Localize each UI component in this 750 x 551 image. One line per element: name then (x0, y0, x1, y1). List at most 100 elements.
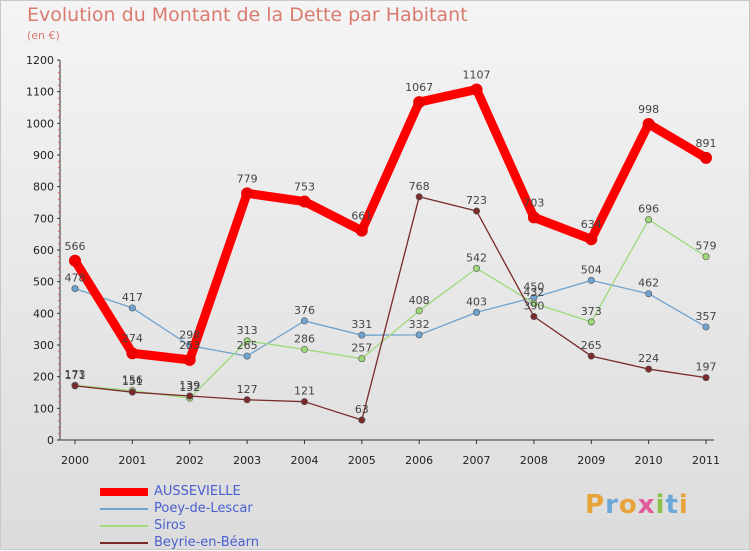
y-tick-label: 400 (33, 307, 54, 320)
data-label: 121 (294, 385, 315, 398)
data-label: 432 (523, 286, 544, 299)
data-label: 132 (179, 381, 200, 394)
data-point (530, 312, 538, 320)
series-line-2 (74, 218, 707, 399)
data-point (415, 331, 423, 339)
data-label: 696 (638, 203, 659, 216)
data-label: 265 (581, 339, 602, 352)
legend-item: Siros (100, 517, 259, 534)
data-point (530, 299, 538, 307)
data-label: 403 (466, 295, 487, 308)
data-point (358, 355, 366, 363)
data-label: 332 (409, 318, 430, 331)
data-label: 313 (237, 324, 258, 337)
legend-item: Beyrie-en-Béarn (100, 534, 259, 551)
series-layer (69, 83, 712, 424)
legend-swatch (100, 541, 148, 544)
legend-swatch (100, 487, 148, 496)
data-label: 478 (65, 272, 86, 285)
data-point (300, 345, 308, 353)
data-label: 156 (122, 374, 143, 387)
data-point (702, 253, 710, 261)
data-label: 417 (122, 291, 143, 304)
data-label: 253 (179, 339, 200, 352)
data-label: 408 (409, 294, 430, 307)
data-point (126, 347, 139, 360)
data-point (71, 382, 79, 390)
x-tick-label: 2005 (348, 454, 376, 467)
proxiti-logo: Proxiti (585, 490, 689, 520)
chart-title: Evolution du Montant de la Dette par Hab… (27, 4, 468, 26)
y-tick-label: 800 (33, 181, 54, 194)
data-point (470, 83, 483, 96)
data-point (186, 392, 194, 400)
chart-subtitle: (en €) (27, 29, 60, 42)
axes: 0 100 200 300 400 500 600 700 800 900 1000 1100 1200… (26, 54, 720, 467)
data-label: 151 (122, 375, 143, 388)
data-label: 373 (581, 305, 602, 318)
x-tick-label: 2010 (635, 454, 663, 467)
data-label: 286 (294, 332, 315, 345)
y-tick-label: 300 (33, 339, 54, 352)
legend-label: Siros (154, 518, 186, 533)
data-point (241, 187, 254, 200)
x-tick-label: 2003 (233, 454, 261, 467)
legend-swatch (100, 507, 148, 510)
data-label: 891 (696, 137, 717, 150)
data-label: 450 (523, 281, 544, 294)
data-point (645, 365, 653, 373)
x-tick-label: 2006 (405, 454, 433, 467)
y-tick-label: 1200 (26, 54, 54, 67)
data-label: 224 (638, 352, 659, 365)
data-label: 171 (65, 369, 86, 382)
data-label: 139 (179, 379, 200, 392)
data-label: 390 (523, 300, 544, 313)
data-point (243, 337, 251, 345)
x-tick-label: 2004 (290, 454, 318, 467)
data-label: 127 (237, 383, 258, 396)
data-label: 753 (294, 181, 315, 194)
y-tick-label: 100 (33, 402, 54, 415)
data-label: 779 (237, 172, 258, 185)
data-point (645, 290, 653, 298)
x-tick-label: 2000 (61, 454, 89, 467)
data-point (527, 211, 540, 224)
y-tick-label: 200 (33, 371, 54, 384)
data-label: 768 (409, 180, 430, 193)
x-tick-label: 2009 (577, 454, 605, 467)
legend-swatch (100, 524, 148, 527)
x-tick-label: 2011 (692, 454, 720, 467)
data-point (473, 264, 481, 272)
data-label: 542 (466, 251, 487, 264)
legend-label: Beyrie-en-Béarn (154, 535, 259, 550)
data-point (358, 331, 366, 339)
data-point (128, 304, 136, 312)
data-point (702, 323, 710, 331)
data-label: 331 (351, 318, 372, 331)
legend-item: Poey-de-Lescar (100, 500, 259, 517)
data-point (300, 317, 308, 325)
x-tick-label: 2002 (176, 454, 204, 467)
x-tick-label: 2001 (118, 454, 146, 467)
data-label: 998 (638, 103, 659, 116)
data-point (587, 276, 595, 284)
data-point (71, 285, 79, 293)
data-point (587, 352, 595, 360)
y-tick-label: 1000 (26, 117, 54, 130)
legend: AUSSEVIELLE Poey-de-Lescar Siros Beyrie-en-… (100, 483, 259, 551)
data-label: 257 (351, 342, 372, 355)
data-point (415, 307, 423, 315)
data-point (645, 216, 653, 224)
data-label: 298 (179, 329, 200, 342)
y-tick-label: 700 (33, 212, 54, 225)
y-tick-label: 500 (33, 276, 54, 289)
y-tick-label: 1100 (26, 86, 54, 99)
data-point (183, 353, 196, 366)
data-point (243, 396, 251, 404)
data-point (243, 352, 251, 360)
x-tick-label: 2008 (520, 454, 548, 467)
data-label: 462 (638, 277, 659, 290)
